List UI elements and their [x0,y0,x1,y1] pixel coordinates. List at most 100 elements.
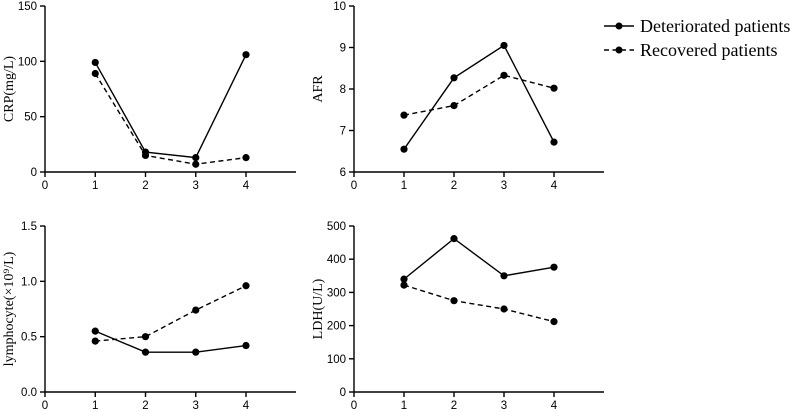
afr-data-point [500,71,508,79]
afr-y-tick-label: 8 [340,84,346,96]
lymphocyte-y-tick-label: 1.5 [21,221,37,233]
lymphocyte-axes [40,225,296,397]
afr-y-tick-label: 6 [340,167,346,179]
crp-data-point [141,151,150,159]
lymphocyte-data-point [91,337,99,345]
ldh-y-tick-label: 200 [327,321,346,333]
lymphocyte-series-deteriorated [91,327,250,356]
afr-y-tick-label: 7 [340,126,346,138]
ldh-data-point [400,275,408,283]
afr-x-tick-label: 0 [351,180,357,192]
ldh-data-point [550,263,558,271]
ldh-data-point [500,305,508,313]
afr-panel: 6 7 8 9 10 0 1 2 3 4 AFR [311,1,604,192]
crp-x-tick-label: 1 [92,180,98,192]
lymphocyte-x-tick-label: 4 [243,400,250,412]
lymphocyte-data-point [192,306,200,314]
crp-y-tick-label: 0 [31,167,37,179]
crp-data-point [192,154,200,162]
afr-axes [349,5,604,177]
lymphocyte-data-point [242,341,250,350]
crp-y-tick-label: 150 [18,1,37,13]
afr-y-tick-label: 9 [340,43,346,55]
crp-series-line [94,73,247,165]
crp-data-point [242,51,250,59]
ldh-y-tick-label: 500 [327,221,346,233]
ldh-y-tick-label: 0 [340,387,346,399]
ldh-data-point [500,272,508,280]
ldh-y-tick-label: 300 [327,287,346,299]
lymphocyte-y-tick-label: 0.0 [21,387,37,399]
ldh-y-tick-label: 400 [327,254,346,266]
crp-y-tick-label: 50 [24,112,37,124]
ldh-x-tick-label: 2 [451,400,457,412]
ldh-data-point [450,235,458,243]
crp-x-tick-label: 0 [42,180,48,192]
crp-y-tick-label: 100 [18,56,37,68]
afr-data-point [550,138,558,146]
crp-series-line [94,54,247,159]
crp-data-point [242,154,250,162]
afr-series-deteriorated [400,41,558,153]
crp-series-recovered [91,69,250,168]
crp-data-point [91,69,99,78]
ldh-x-tick-label: 0 [351,400,357,412]
lymphocyte-data-point [242,282,250,290]
lymphocyte-data-point [91,327,99,335]
lymphocyte-data-point [141,348,150,356]
ldh-data-point [450,297,458,305]
afr-series-line [403,74,555,116]
legend: Deteriorated patients Recovered patients [604,16,790,60]
afr-y-axis-label: AFR [311,75,326,103]
afr-y-tick-label: 10 [333,1,346,13]
ldh-data-point [400,281,408,289]
lymphocyte-series-line [94,330,247,353]
legend-dashed-marker [615,46,623,54]
crp-x-tick-label: 2 [142,180,148,192]
ldh-series-deteriorated [400,235,558,283]
afr-data-point [500,41,508,50]
ldh-axes [349,225,604,397]
ldh-series-line [403,237,555,280]
afr-x-tick-label: 3 [501,180,507,192]
lymphocyte-x-tick-label: 0 [42,400,48,412]
ldh-x-tick-label: 4 [551,400,558,412]
lymphocyte-series-recovered [91,282,250,345]
lymphocyte-y-tick-label: 1.0 [21,276,37,288]
ldh-x-tick-label: 3 [501,400,507,412]
crp-panel: 0 50 100 150 0 1 2 3 4 CRP(mg/L) [2,1,296,192]
lymphocyte-x-tick-label: 1 [92,400,98,412]
legend-solid-marker [615,22,623,30]
afr-series-recovered [400,71,558,119]
afr-series-line [403,44,555,150]
crp-data-point [192,160,200,168]
ldh-series-line [403,284,555,323]
lymphocyte-series-line [95,285,247,342]
ldh-data-point [550,318,558,326]
afr-data-point [550,84,558,92]
lymphocyte-data-point [141,333,150,341]
legend-deteriorated-label: Deteriorated patients [640,16,790,36]
crp-data-point [91,58,99,67]
legend-recovered-label: Recovered patients [640,40,777,60]
ldh-series-recovered [400,281,558,326]
crp-axes [40,5,296,177]
afr-x-tick-label: 1 [401,180,407,192]
afr-data-point [450,102,458,110]
crp-x-tick-label: 3 [193,180,199,192]
afr-x-tick-label: 2 [451,180,457,192]
ldh-panel: 0 100 200 300 400 500 0 1 2 3 4 LDH(U/L) [311,221,604,412]
lymphocyte-y-axis-label: lymphocyte(×10⁹/L) [2,251,17,366]
ldh-y-axis-label: LDH(U/L) [311,278,326,339]
afr-x-tick-label: 4 [551,180,558,192]
ldh-y-tick-label: 100 [327,354,346,366]
lymphocyte-panel: 0.0 0.5 1.0 1.5 0 1 2 3 4 lymphocyte(×10⁹/L) [2,221,296,412]
lymphocyte-x-tick-label: 3 [193,400,199,412]
afr-data-point [400,111,408,119]
crp-x-tick-label: 4 [243,180,250,192]
afr-data-point [450,74,458,82]
lymphocyte-x-tick-label: 2 [142,400,148,412]
afr-data-point [400,145,408,153]
crp-y-axis-label: CRP(mg/L) [2,56,17,122]
